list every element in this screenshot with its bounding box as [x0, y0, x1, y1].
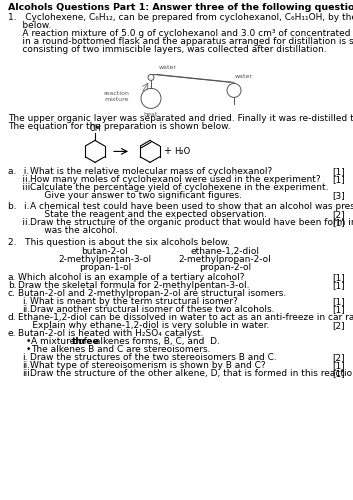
Text: c.: c. [8, 289, 16, 298]
Text: Draw another structural isomer of these two alcohols.: Draw another structural isomer of these … [30, 305, 275, 314]
Text: [1]: [1] [332, 168, 345, 176]
Text: State the reagent and the expected observation.: State the reagent and the expected obser… [30, 210, 267, 220]
Text: in a round-bottomed flask and the apparatus arranged for distillation is shown b: in a round-bottomed flask and the appara… [8, 38, 353, 46]
Text: ii.: ii. [8, 176, 30, 184]
Text: water: water [159, 66, 177, 70]
Text: 2-methylpentan-3-ol: 2-methylpentan-3-ol [59, 255, 151, 264]
Text: What is meant by the term structural isomer?: What is meant by the term structural iso… [30, 297, 238, 306]
Text: A mixture of: A mixture of [31, 337, 90, 346]
Text: Explain why ethane-1,2-diol is very soluble in water.: Explain why ethane-1,2-diol is very solu… [18, 321, 269, 330]
Text: was the alcohol.: was the alcohol. [30, 226, 118, 235]
Text: propan-1-ol: propan-1-ol [79, 263, 131, 272]
Text: Draw the structure of the other alkene, D, that is formed in this reaction.: Draw the structure of the other alkene, … [30, 369, 353, 378]
Text: iii.: iii. [8, 184, 33, 192]
Text: [2]: [2] [333, 353, 345, 362]
Text: heat: heat [144, 112, 158, 117]
Text: Alcohols Questions Part 1: Answer three of the following questions (1 – 4).: Alcohols Questions Part 1: Answer three … [8, 3, 353, 12]
Text: Give your answer to two significant figures.: Give your answer to two significant figu… [30, 192, 242, 200]
Text: [2]: [2] [333, 210, 345, 220]
Text: H₂O: H₂O [174, 147, 190, 156]
Text: •: • [26, 345, 31, 354]
Text: [2]: [2] [333, 321, 345, 330]
Text: [1]: [1] [332, 369, 345, 378]
Text: iii.: iii. [22, 369, 33, 378]
Text: b.  i.: b. i. [8, 202, 30, 211]
Text: e.: e. [8, 329, 17, 338]
Text: OH: OH [89, 124, 101, 133]
Text: 1.   Cyclohexene, C₆H₁₂, can be prepared from cyclohexanol, C₆H₁₁OH, by the dehy: 1. Cyclohexene, C₆H₁₂, can be prepared f… [8, 14, 353, 22]
Text: Butan-2-ol is heated with H₂SO₄ catalyst.: Butan-2-ol is heated with H₂SO₄ catalyst… [18, 329, 203, 338]
Text: [1]: [1] [332, 176, 345, 184]
Text: d.: d. [8, 313, 17, 322]
Text: [1]: [1] [332, 305, 345, 314]
Text: The alkenes B and C are stereoisomers.: The alkenes B and C are stereoisomers. [31, 345, 210, 354]
Text: ii.: ii. [22, 361, 30, 370]
Text: ethane-1,2-diol: ethane-1,2-diol [191, 247, 259, 256]
Text: [1]: [1] [332, 361, 345, 370]
Text: •: • [26, 337, 31, 346]
Text: propan-2-ol: propan-2-ol [199, 263, 251, 272]
Text: below.: below. [8, 22, 51, 30]
Text: [1]: [1] [332, 218, 345, 228]
Text: +: + [163, 146, 171, 156]
Text: The upper organic layer was separated and dried. Finally it was re-distilled to : The upper organic layer was separated an… [8, 114, 353, 124]
Text: alkenes forms, B, C, and  D.: alkenes forms, B, C, and D. [92, 337, 220, 346]
Text: Ethane-1,2-diol can be dissolved in water to act as an anti-freeze in car radiat: Ethane-1,2-diol can be dissolved in wate… [18, 313, 353, 322]
Text: Draw the skeletal formula for 2-methylpentan-3-ol.: Draw the skeletal formula for 2-methylpe… [18, 281, 250, 290]
Text: i.: i. [22, 353, 28, 362]
Text: b.: b. [8, 281, 17, 290]
Text: consisting of two immiscible layers, was collected after distillation.: consisting of two immiscible layers, was… [8, 46, 327, 54]
Text: Calculate the percentage yield of cyclohexene in the experiment.: Calculate the percentage yield of cycloh… [30, 184, 329, 192]
Text: [3]: [3] [332, 192, 345, 200]
Text: i.: i. [22, 297, 28, 306]
Text: The equation for the preparation is shown below.: The equation for the preparation is show… [8, 122, 231, 132]
Text: What type of stereoisomerism is shown by B and C?: What type of stereoisomerism is shown by… [30, 361, 265, 370]
Text: ii.: ii. [8, 218, 30, 228]
Text: three: three [72, 337, 100, 346]
Text: Draw the structure of the organic product that would have been form in (b. i) if: Draw the structure of the organic produc… [30, 218, 353, 228]
Text: A chemical test could have been used to show that an alcohol was present.: A chemical test could have been used to … [30, 202, 353, 211]
Text: butan-2-ol: butan-2-ol [82, 247, 128, 256]
Text: Draw the structures of the two stereoisomers B and C.: Draw the structures of the two stereoiso… [30, 353, 277, 362]
Text: water: water [235, 74, 253, 80]
Text: ii.: ii. [22, 305, 30, 314]
Text: How many moles of cyclohexanol were used in the experiment?: How many moles of cyclohexanol were used… [30, 176, 321, 184]
Text: A reaction mixture of 5.0 g of cyclohexanol and 3.0 cm³ of concentrated sulfuric: A reaction mixture of 5.0 g of cyclohexa… [8, 30, 353, 38]
Text: a.  i.: a. i. [8, 168, 29, 176]
Text: Butan-2-ol and 2-methylpropan-2-ol are structural isomers.: Butan-2-ol and 2-methylpropan-2-ol are s… [18, 289, 286, 298]
Text: [1]: [1] [332, 281, 345, 290]
Text: What is the relative molecular mass of cyclohexanol?: What is the relative molecular mass of c… [30, 168, 272, 176]
Text: Which alcohol is an example of a tertiary alcohol?: Which alcohol is an example of a tertiar… [18, 273, 245, 282]
Text: [1]: [1] [332, 297, 345, 306]
Text: 2-methylpropan-2-ol: 2-methylpropan-2-ol [179, 255, 271, 264]
Text: [1]: [1] [332, 273, 345, 282]
Text: a.: a. [8, 273, 16, 282]
Text: reaction
mixture: reaction mixture [103, 91, 129, 102]
Text: 2.   This question is about the six alcohols below.: 2. This question is about the six alcoho… [8, 238, 230, 248]
